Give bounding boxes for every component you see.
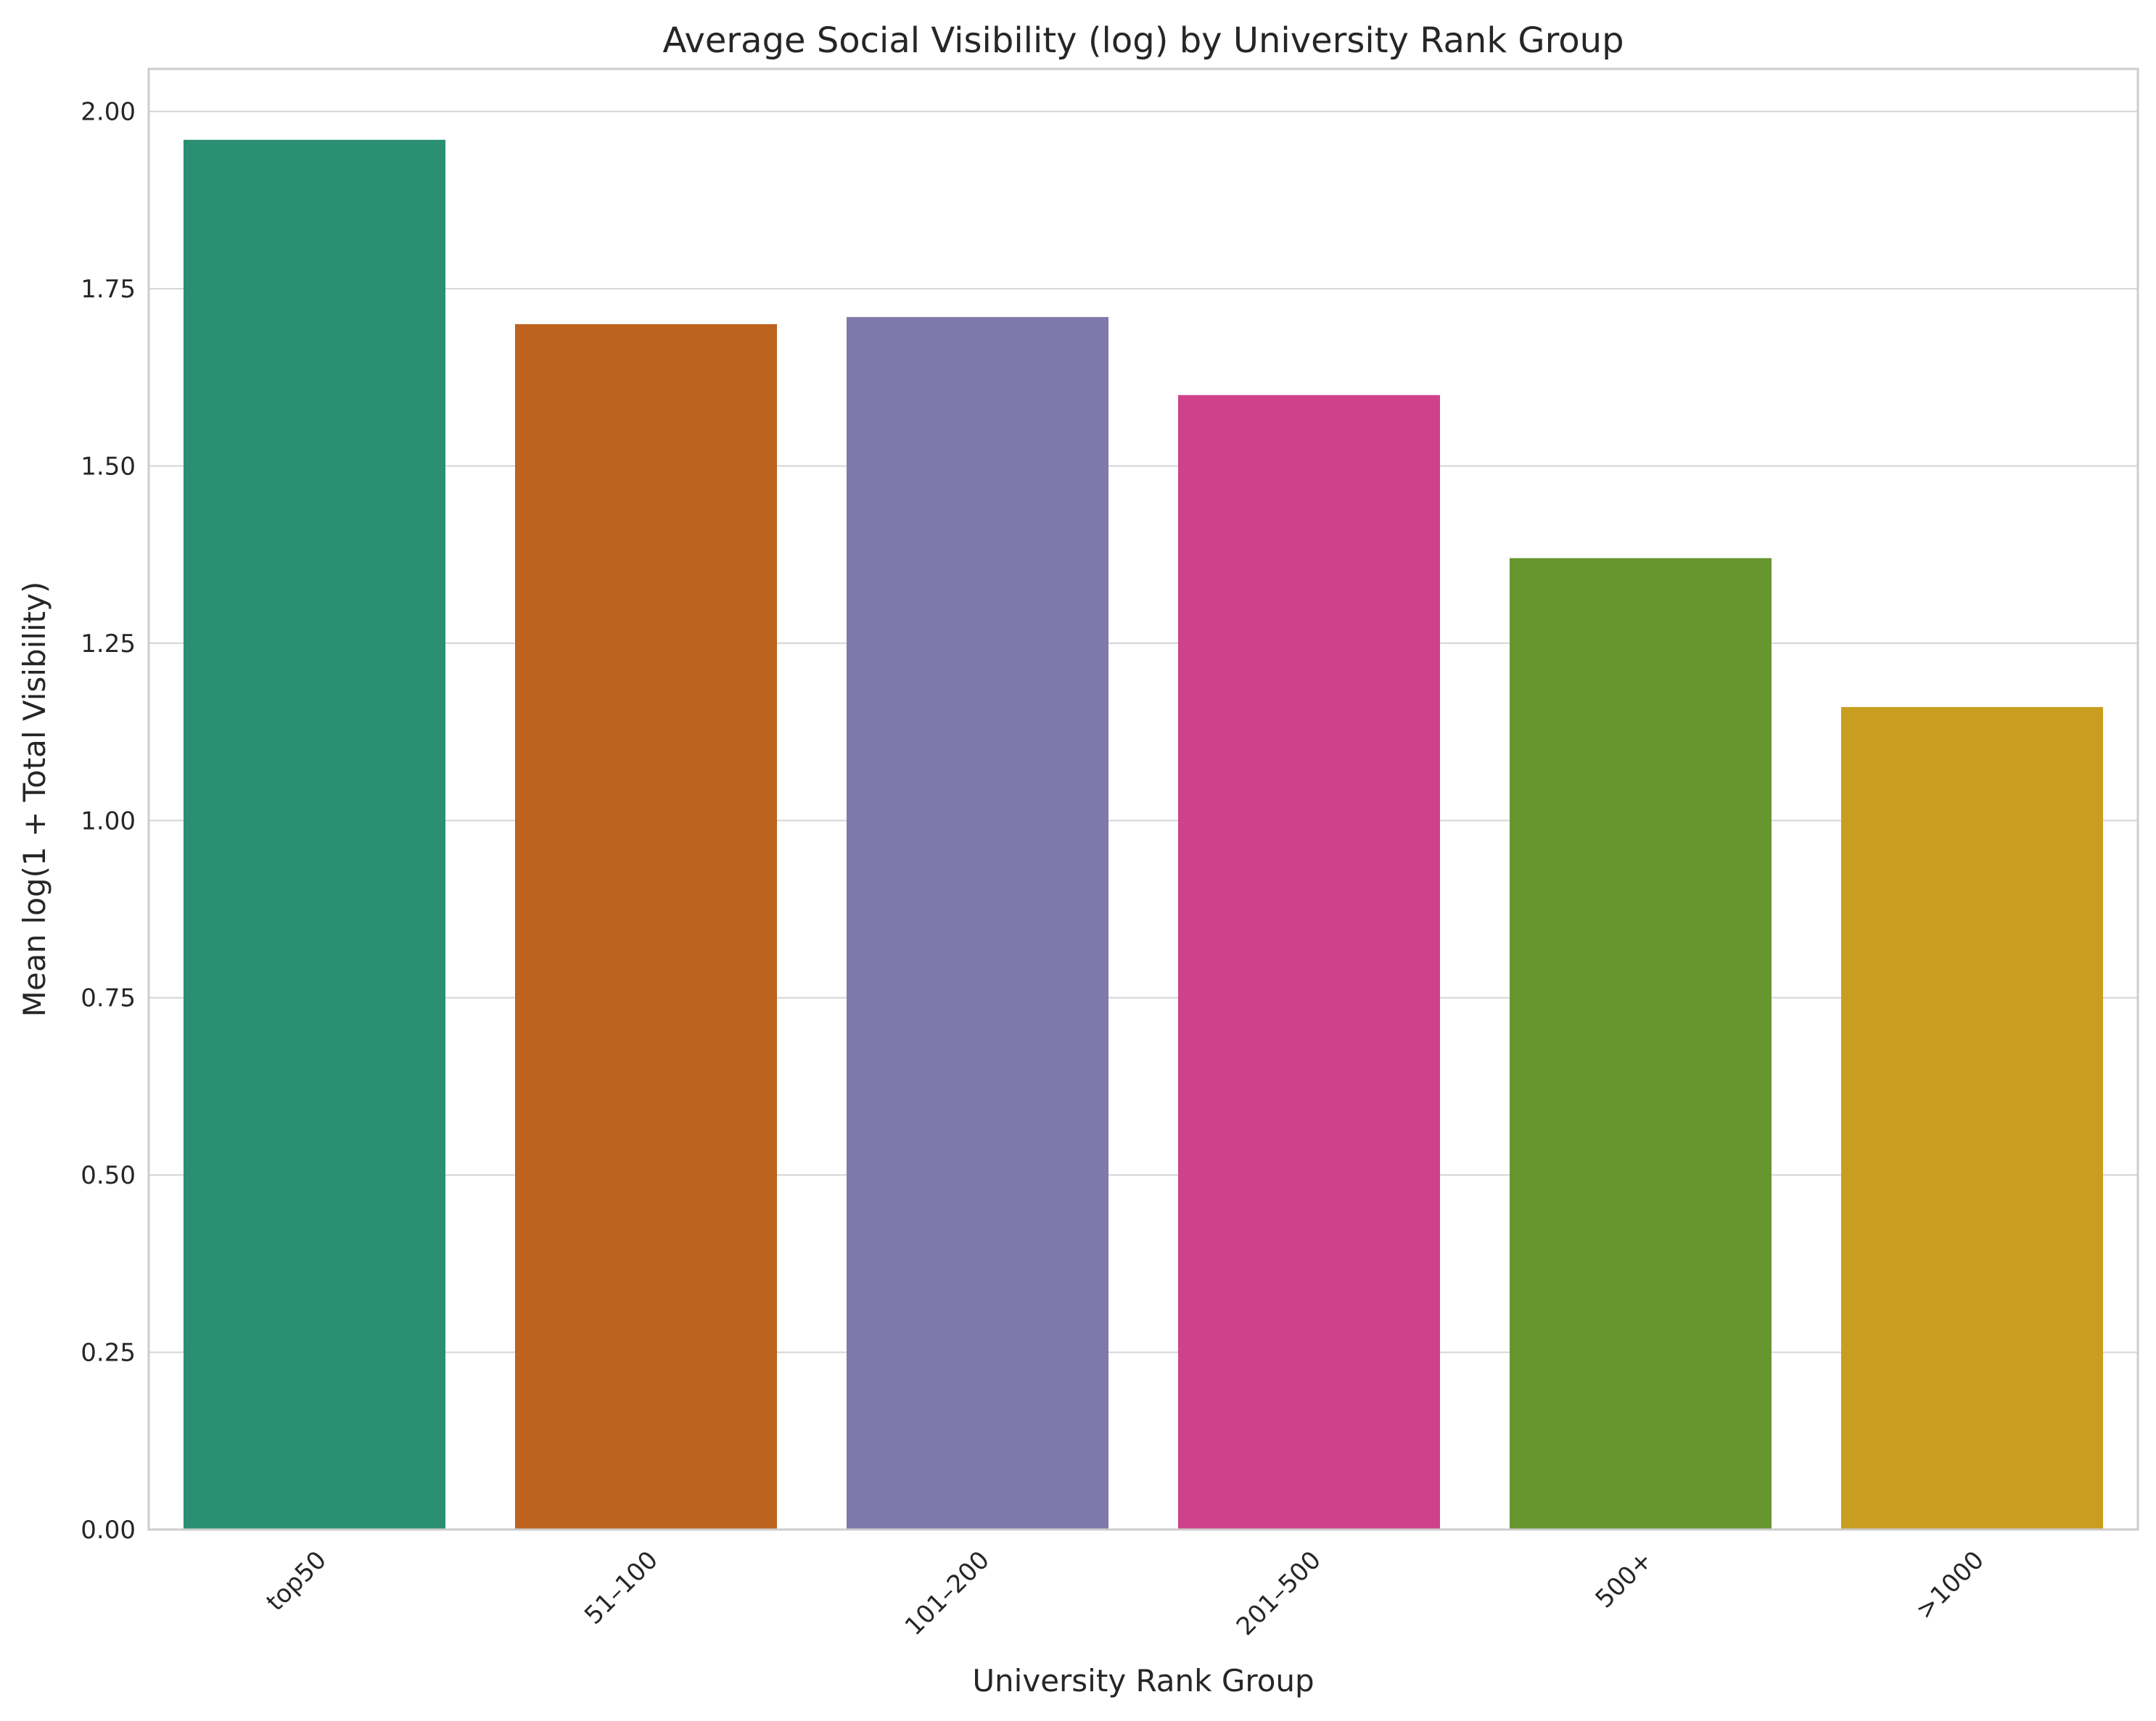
- bar: [846, 317, 1109, 1530]
- x-tick-label: 201–500: [1231, 1545, 1327, 1641]
- bar: [183, 139, 446, 1530]
- y-tick-label: 1.50: [81, 452, 136, 481]
- x-tick-label: 51–100: [579, 1545, 664, 1630]
- y-axis-ticks: 0.00 0.25 0.50 0.75 1.00 1.25 1.50 1.75 2.00: [81, 98, 136, 1545]
- x-tick-label: >1000: [1910, 1545, 1990, 1625]
- x-axis-label: University Rank Group: [972, 1663, 1314, 1699]
- chart-title: Average Social Visibility (log) by Unive…: [662, 20, 1624, 61]
- x-tick-label: top50: [261, 1545, 332, 1617]
- bar: [1840, 706, 2104, 1530]
- x-tick-label: 101–200: [900, 1545, 995, 1641]
- y-tick-label: 0.75: [81, 984, 136, 1013]
- y-tick-label: 0.50: [81, 1161, 136, 1190]
- y-tick-label: 1.75: [81, 275, 136, 304]
- bars: [183, 139, 2104, 1530]
- bar: [514, 323, 778, 1530]
- y-tick-label: 0.00: [81, 1516, 136, 1545]
- y-tick-label: 1.25: [81, 630, 136, 659]
- bar: [1509, 558, 1772, 1530]
- y-tick-label: 2.00: [81, 98, 136, 127]
- y-axis-label: Mean log(1 + Total Visibility): [17, 582, 52, 1018]
- y-tick-label: 0.25: [81, 1339, 136, 1368]
- bar: [1177, 395, 1441, 1530]
- x-tick-label: 500+: [1590, 1545, 1658, 1614]
- plot-frame: [147, 67, 2139, 1531]
- x-axis-ticks: top50 51–100 101–200 201–500 500+ >1000: [261, 1545, 1990, 1641]
- y-tick-label: 1.00: [81, 806, 136, 835]
- gridlines: [149, 110, 2138, 1530]
